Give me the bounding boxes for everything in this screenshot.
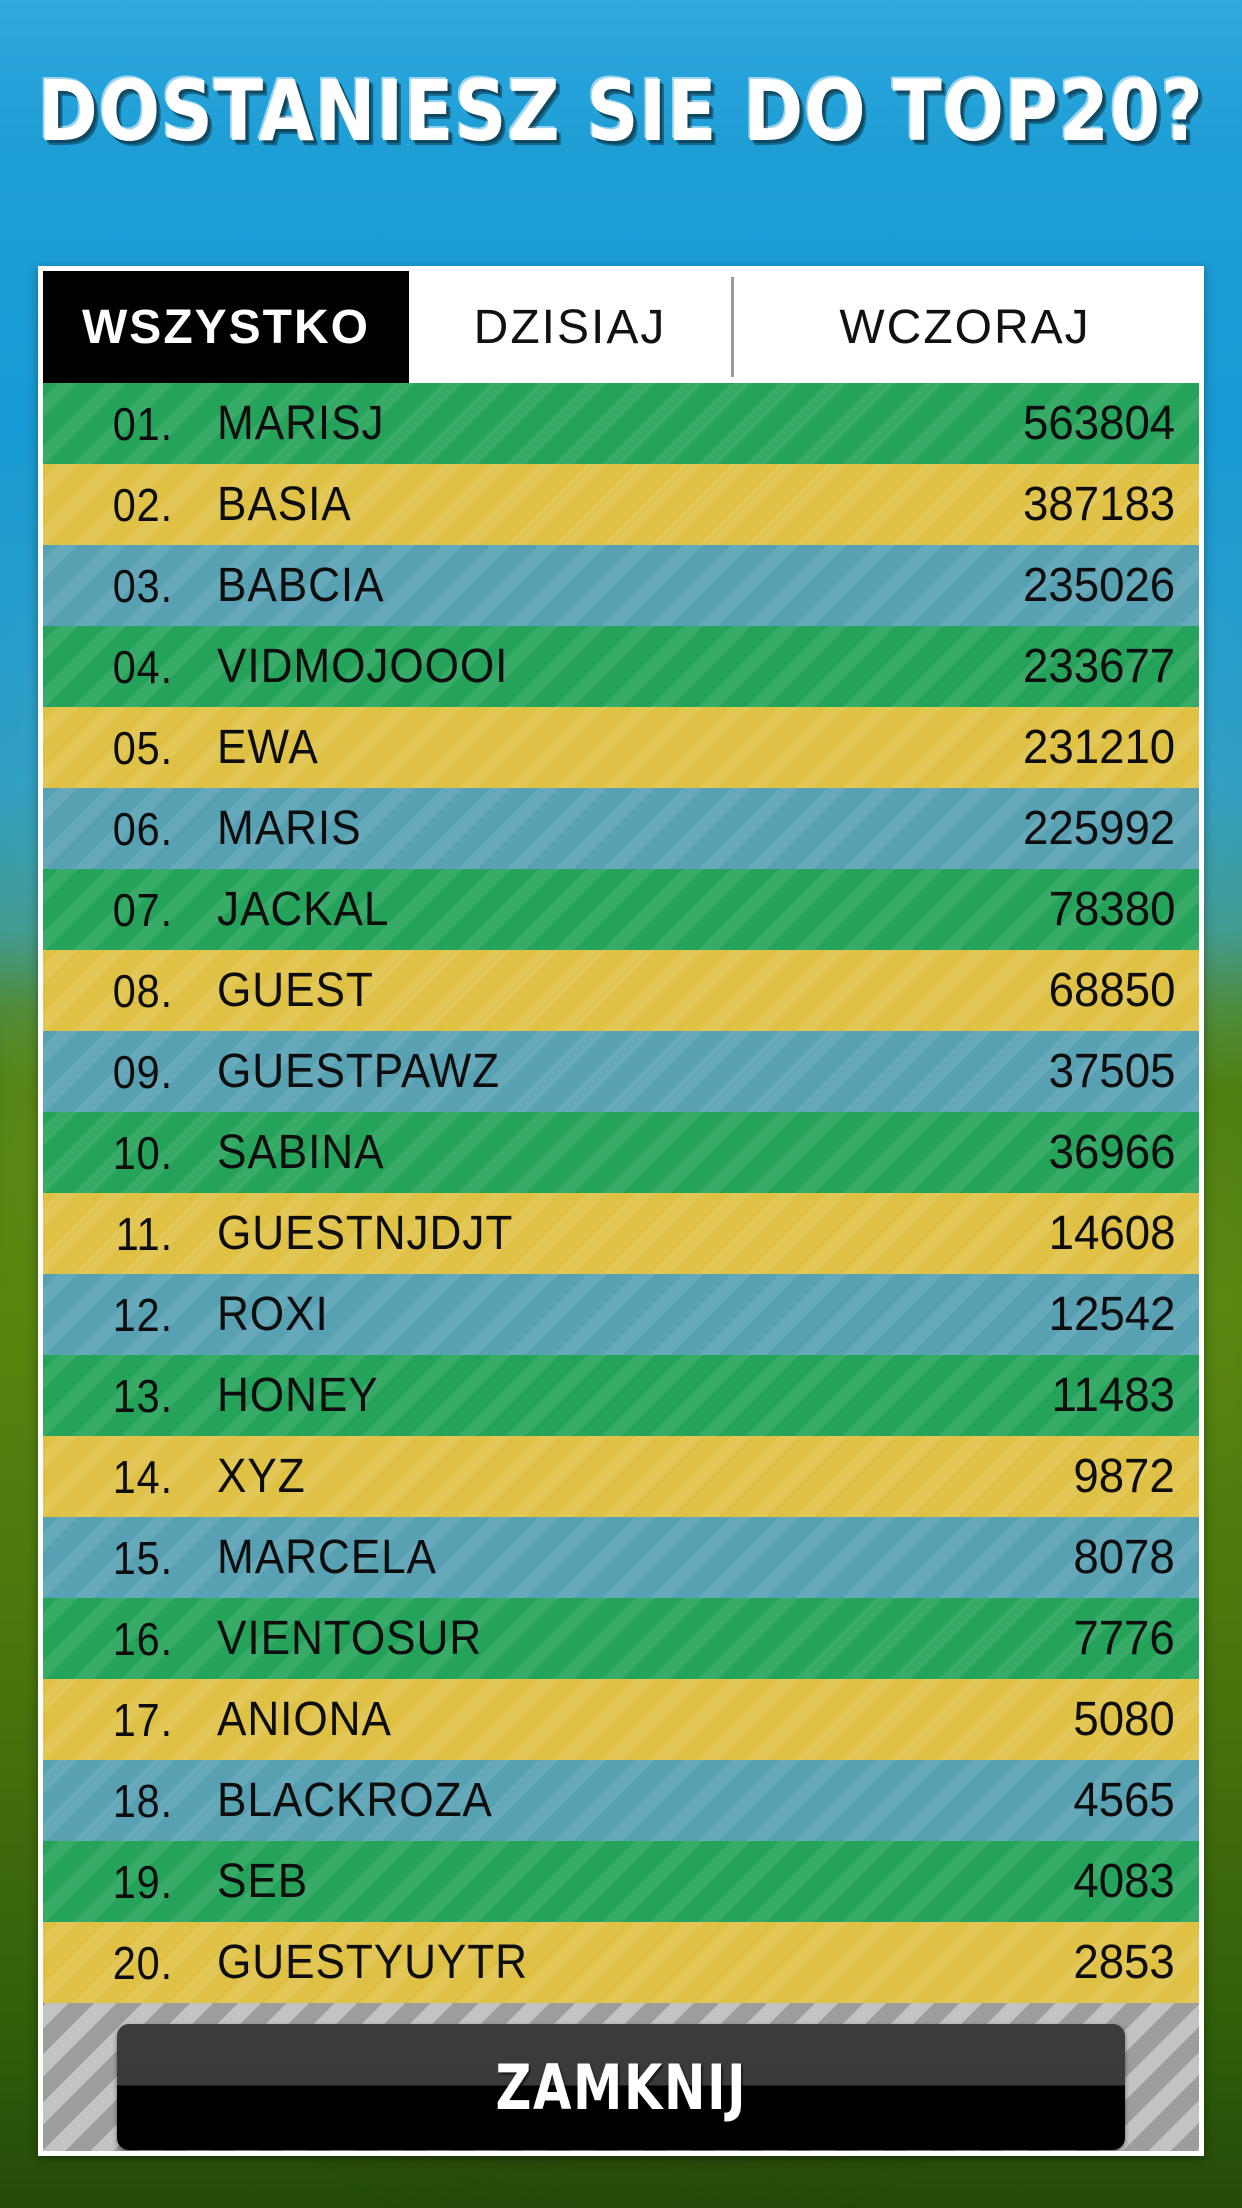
table-row: 09. GUESTPAWZ 37505 — [43, 1031, 1199, 1112]
row-rank: 07. — [112, 883, 173, 936]
row-rank: 06. — [112, 802, 173, 855]
row-rank: 10. — [112, 1126, 173, 1179]
close-button[interactable]: ZAMKNIJ — [117, 2024, 1125, 2150]
tab-wszystko[interactable]: WSZYSTKO — [43, 271, 409, 383]
row-rank: 16. — [112, 1612, 173, 1665]
row-player-name: HONEY — [217, 1369, 379, 1422]
page-title: DOSTANIESZ SIE DO TOP20? — [38, 62, 1204, 160]
row-rank: 02. — [112, 478, 173, 531]
row-rank: 09. — [112, 1045, 173, 1098]
row-score: 8078 — [1073, 1531, 1175, 1584]
row-rank: 19. — [112, 1855, 173, 1908]
row-rank: 05. — [112, 721, 173, 774]
tab-wczoraj[interactable]: WCZORAJ — [731, 271, 1199, 383]
row-rank: 13. — [112, 1369, 173, 1422]
table-row: 04. VIDMOJOOOI 233677 — [43, 626, 1199, 707]
row-score: 4565 — [1073, 1774, 1175, 1827]
row-rank: 14. — [112, 1450, 173, 1503]
table-row: 19. SEB 4083 — [43, 1841, 1199, 1922]
row-rank: 20. — [112, 1936, 173, 1989]
row-player-name: MARISJ — [217, 397, 385, 450]
row-player-name: EWA — [217, 721, 319, 774]
row-player-name: GUESTYUYTR — [217, 1936, 528, 1989]
tab-bar: WSZYSTKO DZISIAJ WCZORAJ — [43, 271, 1199, 383]
tab-wczoraj-label: WCZORAJ — [839, 300, 1091, 354]
table-row: 05. EWA 231210 — [43, 707, 1199, 788]
row-score: 235026 — [1022, 559, 1175, 612]
row-player-name: SABINA — [217, 1126, 385, 1179]
row-score: 78380 — [1048, 883, 1175, 936]
row-score: 7776 — [1073, 1612, 1175, 1665]
row-player-name: BABCIA — [217, 559, 385, 612]
row-player-name: GUESTPAWZ — [217, 1045, 501, 1098]
table-row: 03. BABCIA 235026 — [43, 545, 1199, 626]
row-score: 2853 — [1073, 1936, 1175, 1989]
row-rank: 17. — [112, 1693, 173, 1746]
row-player-name: ROXI — [217, 1288, 329, 1341]
table-row: 13. HONEY 11483 — [43, 1355, 1199, 1436]
row-score: 5080 — [1073, 1693, 1175, 1746]
row-player-name: MARCELA — [217, 1531, 437, 1584]
table-row: 12. ROXI 12542 — [43, 1274, 1199, 1355]
table-row: 17. ANIONA 5080 — [43, 1679, 1199, 1760]
row-score: 36966 — [1048, 1126, 1175, 1179]
row-score: 387183 — [1022, 478, 1175, 531]
row-player-name: VIDMOJOOOI — [217, 640, 509, 693]
tab-wszystko-label: WSZYSTKO — [82, 300, 370, 354]
row-score: 37505 — [1048, 1045, 1175, 1098]
leaderboard-rows: 01. MARISJ 563804 02. BASIA 387183 03. BABCIA 23… — [43, 383, 1199, 2003]
table-row: 08. GUEST 68850 — [43, 950, 1199, 1031]
tab-dzisiaj[interactable]: DZISIAJ — [409, 271, 731, 383]
table-row: 07. JACKAL 78380 — [43, 869, 1199, 950]
row-score: 233677 — [1022, 640, 1175, 693]
row-player-name: MARIS — [217, 802, 362, 855]
table-row: 10. SABINA 36966 — [43, 1112, 1199, 1193]
table-row: 02. BASIA 387183 — [43, 464, 1199, 545]
row-score: 9872 — [1073, 1450, 1175, 1503]
table-row: 15. MARCELA 8078 — [43, 1517, 1199, 1598]
table-row: 18. BLACKROZA 4565 — [43, 1760, 1199, 1841]
panel-footer: ZAMKNIJ — [43, 2003, 1199, 2151]
row-rank: 03. — [112, 559, 173, 612]
row-score: 231210 — [1022, 721, 1175, 774]
table-row: 20. GUESTYUYTR 2853 — [43, 1922, 1199, 2003]
row-score: 225992 — [1022, 802, 1175, 855]
row-rank: 01. — [112, 397, 173, 450]
row-player-name: GUESTNJDJT — [217, 1207, 514, 1260]
row-rank: 04. — [112, 640, 173, 693]
table-row: 06. MARIS 225992 — [43, 788, 1199, 869]
tab-dzisiaj-label: DZISIAJ — [473, 300, 667, 354]
table-row: 11. GUESTNJDJT 14608 — [43, 1193, 1199, 1274]
row-player-name: SEB — [217, 1855, 309, 1908]
row-score: 68850 — [1048, 964, 1175, 1017]
row-player-name: VIENTOSUR — [217, 1612, 483, 1665]
row-score: 14608 — [1048, 1207, 1175, 1260]
row-rank: 08. — [112, 964, 173, 1017]
row-rank: 11. — [115, 1207, 173, 1260]
row-score: 563804 — [1022, 397, 1175, 450]
table-row: 01. MARISJ 563804 — [43, 383, 1199, 464]
row-score: 11483 — [1051, 1369, 1175, 1422]
row-rank: 12. — [112, 1288, 173, 1341]
row-player-name: JACKAL — [217, 883, 390, 936]
row-player-name: XYZ — [217, 1450, 306, 1503]
row-score: 4083 — [1073, 1855, 1175, 1908]
title-container: DOSTANIESZ SIE DO TOP20? — [0, 56, 1242, 166]
row-player-name: BASIA — [217, 478, 352, 531]
row-score: 12542 — [1048, 1288, 1175, 1341]
row-player-name: ANIONA — [217, 1693, 392, 1746]
leaderboard-panel: WSZYSTKO DZISIAJ WCZORAJ 01. MARISJ 563804… — [38, 266, 1204, 2156]
table-row: 16. VIENTOSUR 7776 — [43, 1598, 1199, 1679]
table-row: 14. XYZ 9872 — [43, 1436, 1199, 1517]
row-rank: 15. — [112, 1531, 173, 1584]
row-player-name: BLACKROZA — [217, 1774, 493, 1827]
close-button-label: ZAMKNIJ — [495, 2050, 747, 2124]
row-rank: 18. — [112, 1774, 173, 1827]
row-player-name: GUEST — [217, 964, 374, 1017]
